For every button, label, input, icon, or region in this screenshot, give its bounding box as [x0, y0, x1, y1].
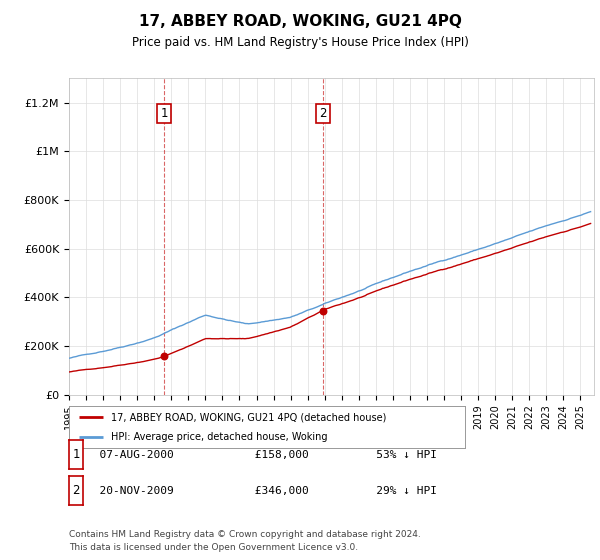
Text: 2: 2: [319, 107, 326, 120]
Text: 2: 2: [73, 484, 80, 497]
Text: 1: 1: [161, 107, 168, 120]
Text: Contains HM Land Registry data © Crown copyright and database right 2024.: Contains HM Land Registry data © Crown c…: [69, 530, 421, 539]
Text: 1: 1: [73, 448, 80, 461]
Text: Price paid vs. HM Land Registry's House Price Index (HPI): Price paid vs. HM Land Registry's House …: [131, 36, 469, 49]
Text: 17, ABBEY ROAD, WOKING, GU21 4PQ: 17, ABBEY ROAD, WOKING, GU21 4PQ: [139, 14, 461, 29]
Text: 20-NOV-2009            £346,000          29% ↓ HPI: 20-NOV-2009 £346,000 29% ↓ HPI: [86, 486, 437, 496]
Text: This data is licensed under the Open Government Licence v3.0.: This data is licensed under the Open Gov…: [69, 543, 358, 552]
Text: HPI: Average price, detached house, Woking: HPI: Average price, detached house, Woki…: [110, 432, 327, 442]
Text: 17, ABBEY ROAD, WOKING, GU21 4PQ (detached house): 17, ABBEY ROAD, WOKING, GU21 4PQ (detach…: [110, 412, 386, 422]
Point: [160, 352, 169, 361]
Point: [318, 306, 328, 315]
Text: 07-AUG-2000            £158,000          53% ↓ HPI: 07-AUG-2000 £158,000 53% ↓ HPI: [86, 450, 437, 460]
